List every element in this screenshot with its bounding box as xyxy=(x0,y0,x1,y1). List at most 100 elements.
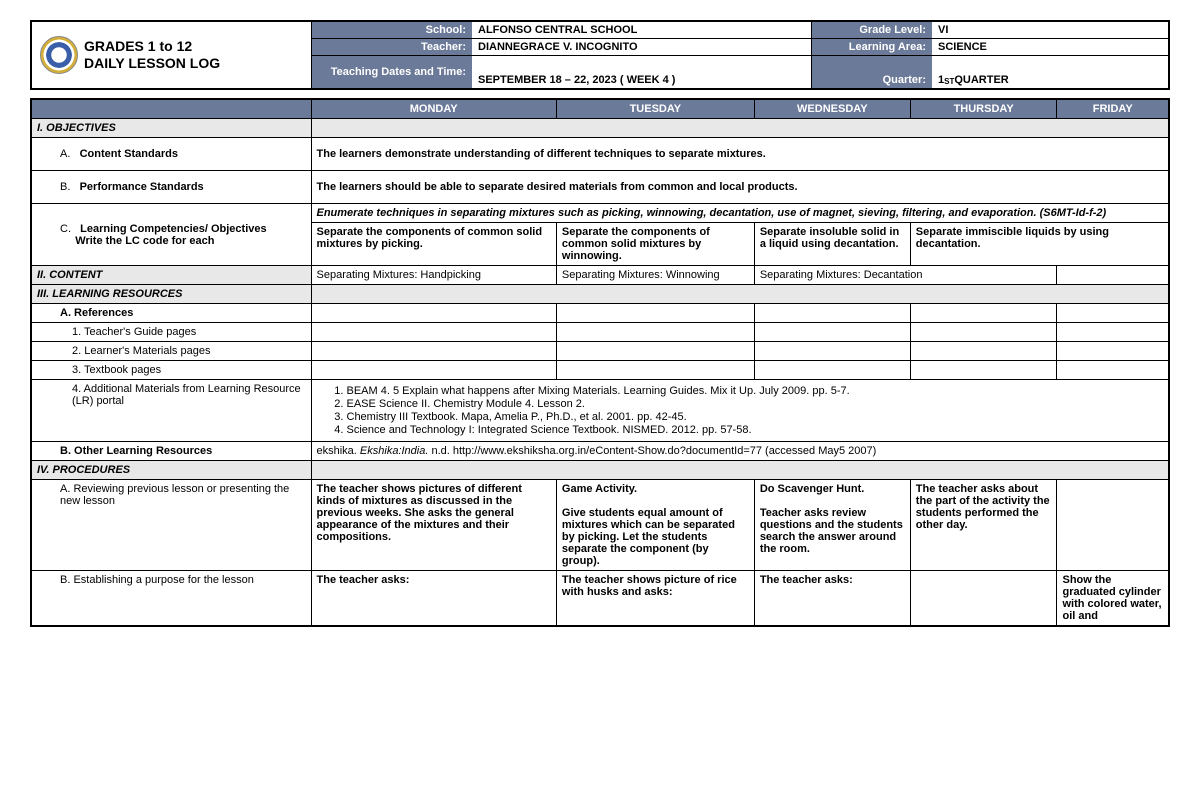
header-right: School: ALFONSO CENTRAL SCHOOL Grade Lev… xyxy=(312,22,1168,88)
row-tg: 1. Teacher's Guide pages xyxy=(31,323,1169,342)
lm-fri xyxy=(1057,342,1169,361)
title-line2: DAILY LESSON LOG xyxy=(84,55,220,71)
row-references: A. References xyxy=(31,304,1169,323)
row-lm: 2. Learner's Materials pages xyxy=(31,342,1169,361)
tb-fri xyxy=(1057,361,1169,380)
lbl-comp2: Write the LC code for each xyxy=(75,235,214,247)
val-school: ALFONSO CENTRAL SCHOOL xyxy=(472,22,812,38)
title-line1: GRADES 1 to 12 xyxy=(84,38,192,54)
val-perf-std: The learners should be able to separate … xyxy=(311,171,1169,204)
tg-thu xyxy=(910,323,1057,342)
label-school: School: xyxy=(312,22,472,38)
val-area: SCIENCE xyxy=(932,39,1168,55)
label-dates: Teaching Dates and Time: xyxy=(312,56,472,88)
proc-a-tue: Game Activity. Give students equal amoun… xyxy=(556,480,754,571)
content-mon: Separating Mixtures: Handpicking xyxy=(311,266,556,285)
ref-a-thu xyxy=(910,304,1057,323)
proc-b-mon: The teacher asks: xyxy=(311,571,556,627)
val-quarter: 1ST QUARTER xyxy=(932,56,1168,88)
mat-3: Chemistry III Textbook. Mapa, Amelia P.,… xyxy=(347,411,1164,423)
section-resources-blank xyxy=(311,285,1169,304)
tb-wed xyxy=(754,361,910,380)
proc-b-thu xyxy=(910,571,1057,627)
day-wed: WEDNESDAY xyxy=(754,99,910,119)
label-perf-std: B. Performance Standards xyxy=(31,171,311,204)
section-resources-label: III. LEARNING RESOURCES xyxy=(31,285,311,304)
lbl-perf-std: Performance Standards xyxy=(80,181,204,193)
tb-tue xyxy=(556,361,754,380)
content-tue: Separating Mixtures: Winnowing xyxy=(556,266,754,285)
tb-mon xyxy=(311,361,556,380)
row-proc-b: B. Establishing a purpose for the lesson… xyxy=(31,571,1169,627)
ref-a-tue xyxy=(556,304,754,323)
label-tg: 1. Teacher's Guide pages xyxy=(31,323,311,342)
label-area: Learning Area: xyxy=(812,39,932,55)
proc-a-thu: The teacher asks about the part of the a… xyxy=(910,480,1057,571)
proc-b-wed: The teacher asks: xyxy=(754,571,910,627)
ref-a-fri xyxy=(1057,304,1169,323)
lesson-table: MONDAY TUESDAY WEDNESDAY THURSDAY FRIDAY… xyxy=(30,98,1170,627)
letter-a: A. xyxy=(60,148,70,160)
section-objectives: I. OBJECTIVES xyxy=(31,119,1169,138)
label-lr: 4. Additional Materials from Learning Re… xyxy=(31,380,311,442)
quarter-rest: QUARTER xyxy=(954,74,1008,86)
lm-wed xyxy=(754,342,910,361)
content-fri xyxy=(1057,266,1169,285)
section-resources: III. LEARNING RESOURCES xyxy=(31,285,1169,304)
label-proc-b: B. Establishing a purpose for the lesson xyxy=(31,571,311,627)
comp-mon: Separate the components of common solid … xyxy=(311,223,556,266)
tg-wed xyxy=(754,323,910,342)
lm-mon xyxy=(311,342,556,361)
label-tb: 3. Textbook pages xyxy=(31,361,311,380)
val-comp-top: Enumerate techniques in separating mixtu… xyxy=(311,204,1169,223)
row-competencies-top: C. Learning Competencies/ Objectives Wri… xyxy=(31,204,1169,223)
label-teacher: Teacher: xyxy=(312,39,472,55)
header-title: GRADES 1 to 12 DAILY LESSON LOG xyxy=(84,38,220,72)
tb-thu xyxy=(910,361,1057,380)
deped-logo xyxy=(40,36,78,74)
tg-fri xyxy=(1057,323,1169,342)
tg-tue xyxy=(556,323,754,342)
proc-a-mon: The teacher shows pictures of different … xyxy=(311,480,556,571)
lm-tue xyxy=(556,342,754,361)
comp-thu-fri: Separate immiscible liquids by using dec… xyxy=(910,223,1169,266)
olr-post: n.d. http://www.ekshiksha.org.in/eConten… xyxy=(428,445,876,457)
day-header-row: MONDAY TUESDAY WEDNESDAY THURSDAY FRIDAY xyxy=(31,99,1169,119)
olr-pre: ekshika. xyxy=(317,445,360,457)
label-other-lr: B. Other Learning Resources xyxy=(31,442,311,461)
ref-a-wed xyxy=(754,304,910,323)
mat-4: Science and Technology I: Integrated Sci… xyxy=(347,424,1164,436)
day-fri: FRIDAY xyxy=(1057,99,1169,119)
val-teacher: DIANNEGRACE V. INCOGNITO xyxy=(472,39,812,55)
val-lr: BEAM 4. 5 Explain what happens after Mix… xyxy=(311,380,1169,442)
row-other-lr: B. Other Learning Resources ekshika. Eks… xyxy=(31,442,1169,461)
header-left: GRADES 1 to 12 DAILY LESSON LOG xyxy=(32,22,312,88)
label-quarter: Quarter: xyxy=(812,56,932,88)
row-tb: 3. Textbook pages xyxy=(31,361,1169,380)
proc-b-fri: Show the graduated cylinder with colored… xyxy=(1057,571,1169,627)
label-lm: 2. Learner's Materials pages xyxy=(31,342,311,361)
letter-c: C. xyxy=(60,223,71,235)
mat-1: BEAM 4. 5 Explain what happens after Mix… xyxy=(347,385,1164,397)
day-mon: MONDAY xyxy=(311,99,556,119)
val-other-lr: ekshika. Ekshika:India. n.d. http://www.… xyxy=(311,442,1169,461)
comp-tue: Separate the components of common solid … xyxy=(556,223,754,266)
row-lr: 4. Additional Materials from Learning Re… xyxy=(31,380,1169,442)
olr-ital: Ekshika:India. xyxy=(360,445,428,457)
section-procedures-blank xyxy=(311,461,1169,480)
section-objectives-label: I. OBJECTIVES xyxy=(31,119,311,138)
day-tue: TUESDAY xyxy=(556,99,754,119)
section-objectives-blank xyxy=(311,119,1169,138)
lm-thu xyxy=(910,342,1057,361)
materials-list: BEAM 4. 5 Explain what happens after Mix… xyxy=(347,385,1164,436)
section-procedures-label: IV. PROCEDURES xyxy=(31,461,311,480)
proc-a-wed: Do Scavenger Hunt. Teacher asks review q… xyxy=(754,480,910,571)
lbl-comp1: Learning Competencies/ Objectives xyxy=(80,223,266,235)
lbl-content-std: Content Standards xyxy=(80,148,178,160)
label-proc-a: A. Reviewing previous lesson or presenti… xyxy=(31,480,311,571)
row-proc-a: A. Reviewing previous lesson or presenti… xyxy=(31,480,1169,571)
proc-b-tue: The teacher shows picture of rice with h… xyxy=(556,571,754,627)
tg-mon xyxy=(311,323,556,342)
mat-2: EASE Science II. Chemistry Module 4. Les… xyxy=(347,398,1164,410)
comp-wed: Separate insoluble solid in a liquid usi… xyxy=(754,223,910,266)
